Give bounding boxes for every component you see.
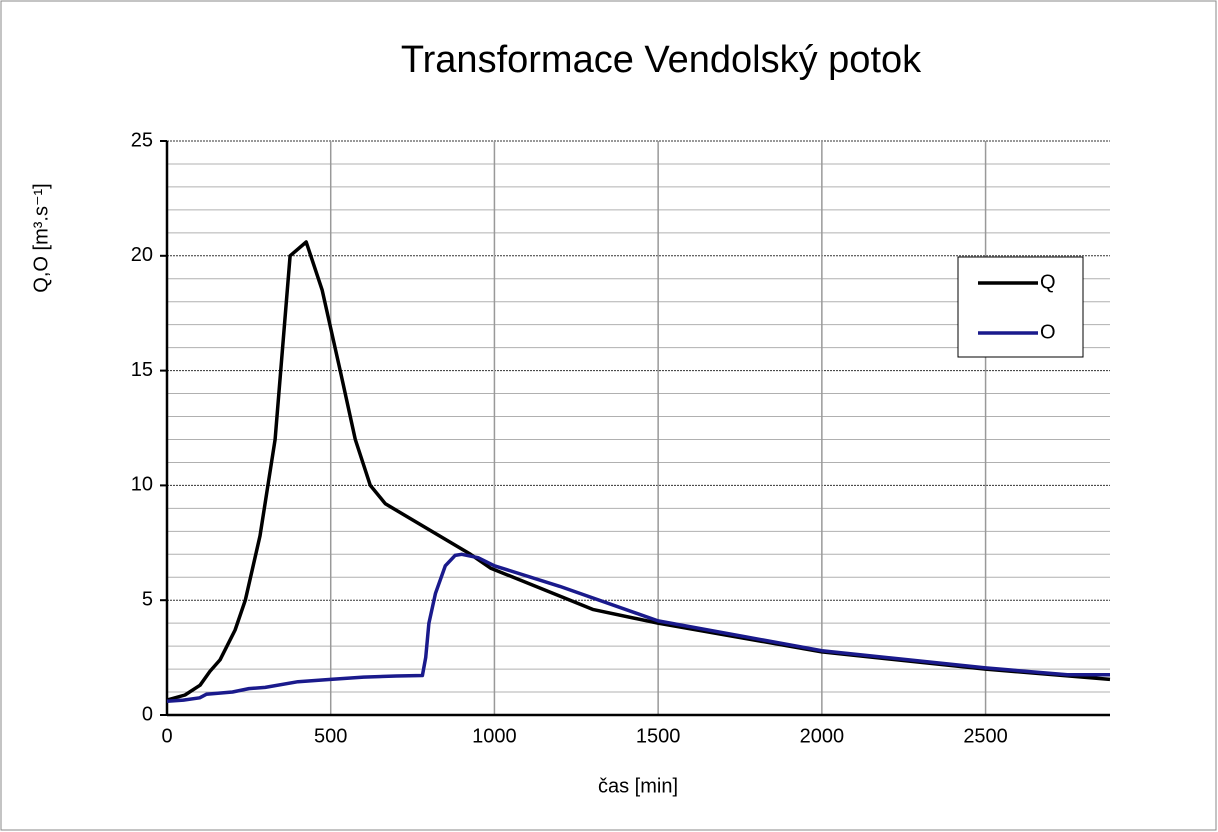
chart-title: Transformace Vendolský potok	[401, 39, 922, 81]
y-tick-label: 10	[131, 474, 153, 496]
y-axis-label: Q,O [m³.s⁻¹]	[30, 183, 52, 292]
y-tick-label: 0	[142, 703, 153, 725]
legend-label: Q	[1040, 271, 1056, 293]
line-series	[166, 552, 1110, 703]
y-tick-label: 25	[131, 129, 153, 151]
y-tick-label: 5	[142, 588, 153, 610]
y-tick-label: 20	[131, 244, 153, 266]
x-axis-label: čas [min]	[598, 775, 678, 797]
legend-box	[957, 256, 1084, 358]
x-tick-label: 1500	[636, 725, 681, 747]
y-tick-label: 15	[131, 359, 153, 381]
x-tick-label: 2000	[800, 725, 845, 747]
x-tick-label: 0	[161, 725, 172, 747]
legend-label: O	[1040, 321, 1056, 343]
line-series	[166, 240, 1111, 702]
x-tick-label: 2500	[963, 725, 1008, 747]
x-tick-label: 500	[314, 725, 347, 747]
x-tick-label: 1000	[472, 725, 517, 747]
